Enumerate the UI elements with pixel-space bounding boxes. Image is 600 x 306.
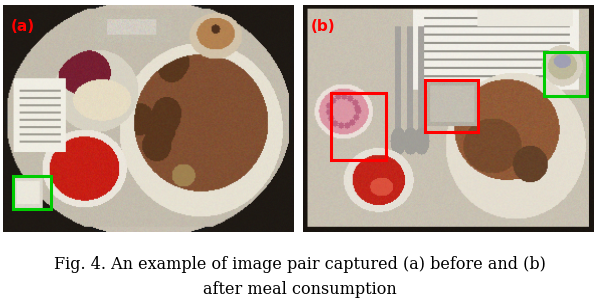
Text: (b): (b) bbox=[311, 19, 335, 34]
Bar bbox=[544, 52, 587, 96]
Text: Fig. 4. An example of image pair captured (a) before and (b): Fig. 4. An example of image pair capture… bbox=[54, 256, 546, 273]
Bar bbox=[331, 93, 386, 160]
Text: after meal consumption: after meal consumption bbox=[203, 281, 397, 298]
Text: (a): (a) bbox=[11, 19, 35, 34]
Bar bbox=[13, 176, 51, 209]
Bar bbox=[425, 80, 478, 132]
